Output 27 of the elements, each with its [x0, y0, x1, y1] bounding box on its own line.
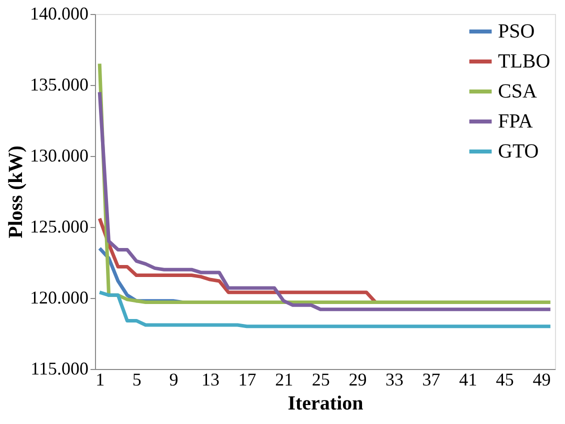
x-tick-label: 37	[422, 370, 440, 390]
x-tick-label: 45	[496, 370, 514, 390]
y-tick-label: 135.000	[30, 74, 88, 94]
x-tick-label: 9	[169, 370, 178, 390]
line-series	[98, 290, 552, 328]
x-tick-label: 17	[238, 370, 256, 390]
x-tick-label: 1	[96, 370, 105, 390]
x-tick-label: 41	[459, 370, 478, 390]
x-tick-label: 5	[132, 370, 142, 390]
x-tick-label: 33	[386, 370, 404, 390]
legend-label: FPA	[498, 110, 534, 132]
x-tick-label: 21	[275, 370, 294, 390]
y-tick-label: 120.000	[30, 288, 88, 308]
legend-label: TLBO	[498, 50, 550, 72]
x-axis-title: Iteration	[288, 392, 364, 414]
y-axis-title: Ploss (kW)	[5, 146, 27, 238]
y-tick-label: 125.000	[30, 216, 88, 236]
x-tick-label: 49	[532, 370, 551, 390]
y-tick-label: 140.000	[30, 4, 88, 24]
y-tick-label: 115.000	[30, 358, 88, 378]
y-tick-label: 130.000	[30, 146, 88, 166]
x-tick-label: 25	[312, 370, 330, 390]
legend-label: CSA	[498, 80, 538, 102]
x-tick-label: 13	[202, 370, 220, 390]
legend-label: GTO	[498, 140, 539, 162]
legend-label: PSO	[498, 20, 535, 42]
x-tick-label: 29	[348, 370, 367, 390]
